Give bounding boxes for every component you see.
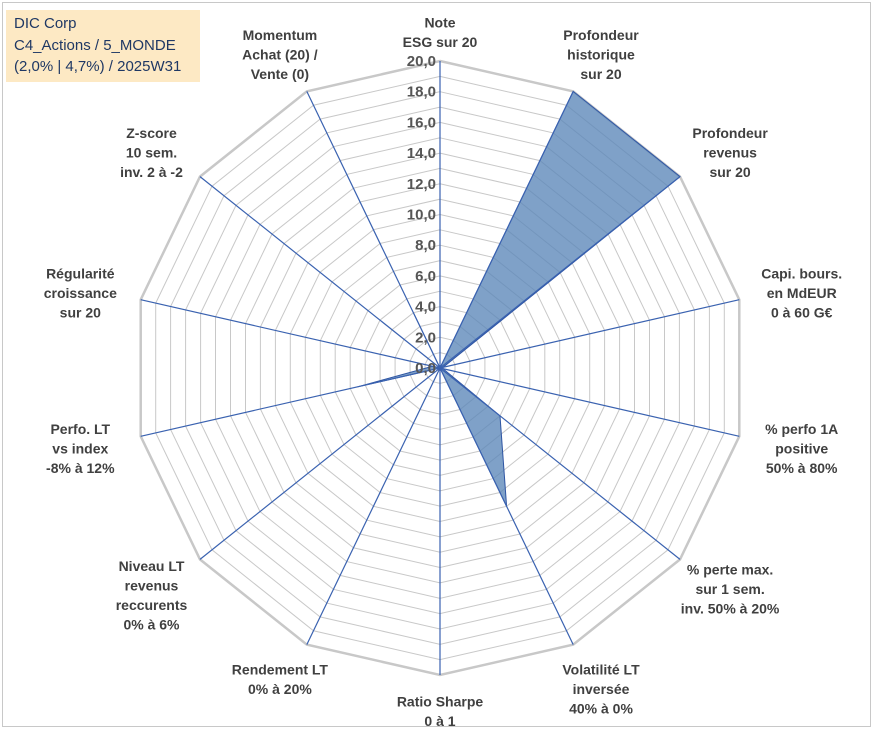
axis-spoke xyxy=(306,367,441,645)
axis-spoke xyxy=(439,91,574,369)
tick-label: 14,0 xyxy=(407,145,436,162)
axis-label: Profondeur historique sur 20 xyxy=(563,27,639,82)
tick-label: 4,0 xyxy=(415,299,436,316)
title-category: C4_Actions / 5_MONDE xyxy=(14,36,176,54)
axis-label: Niveau LT revenus reccurents 0% à 6% xyxy=(116,558,188,633)
axis-label: Z-score 10 sem. inv. 2 à -2 xyxy=(120,125,183,180)
tick-label: 6,0 xyxy=(415,268,436,285)
title-period: (2,0% | 4,7%) / 2025W31 xyxy=(14,58,182,75)
tick-label: 8,0 xyxy=(415,237,436,254)
tick-label: 16,0 xyxy=(407,114,436,131)
title-company: DIC Corp xyxy=(14,15,77,32)
tick-label: 0,0 xyxy=(415,360,436,377)
tick-label: 2,0 xyxy=(415,329,436,346)
tick-label: 12,0 xyxy=(407,176,436,193)
axis-label: Profondeur revenus sur 20 xyxy=(692,125,768,180)
axis-label: Ratio Sharpe 0 à 1 xyxy=(397,694,484,730)
tick-label: 20,0 xyxy=(407,53,436,70)
axis-spoke xyxy=(199,367,441,560)
tick-label: 10,0 xyxy=(407,207,436,224)
axis-label: Perfo. LT vs index -8% à 12% xyxy=(46,421,115,476)
axis-spoke xyxy=(306,91,441,369)
axis-spoke xyxy=(199,176,441,369)
axis-label: Rendement LT 0% à 20% xyxy=(232,662,329,698)
axis-label: Régularité croissance sur 20 xyxy=(44,265,117,320)
axis-label: Momentum Achat (20) / Vente (0) xyxy=(242,27,318,82)
tick-label: 18,0 xyxy=(407,84,436,101)
axis-spoke xyxy=(439,176,681,369)
axis-spoke xyxy=(439,367,681,560)
axis-label: % perte max. sur 1 sem. inv. 50% à 20% xyxy=(681,562,780,617)
axis-label: % perfo 1A positive 50% à 80% xyxy=(765,421,838,476)
axis-spoke xyxy=(140,299,441,369)
axis-label: Capi. bours. en MdEUR 0 à 60 G€ xyxy=(761,265,842,320)
axis-label: Note ESG sur 20 xyxy=(403,15,478,51)
axis-spoke xyxy=(439,367,574,645)
axis-label: Volatilité LT inversée 40% à 0% xyxy=(562,662,640,717)
axis-spoke xyxy=(140,367,441,437)
axis-spoke xyxy=(439,367,740,437)
axis-spoke xyxy=(439,299,740,369)
chart-title-box: DIC Corp C4_Actions / 5_MONDE (2,0% | 4,… xyxy=(6,10,200,82)
